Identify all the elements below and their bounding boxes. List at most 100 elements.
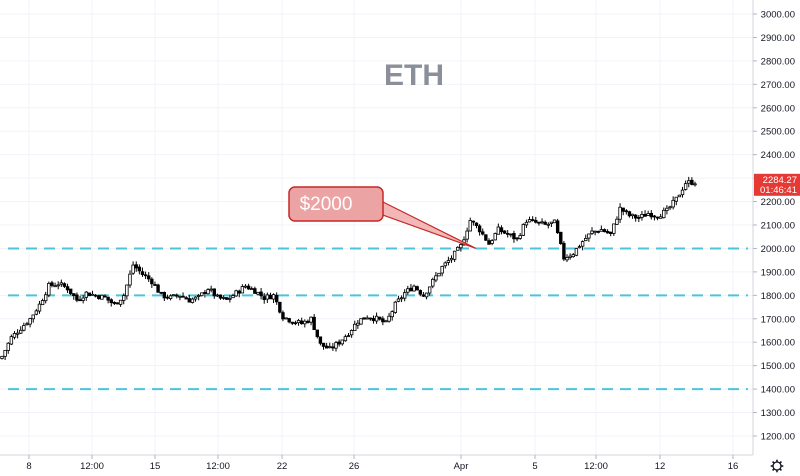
gear-icon-tooth: [779, 460, 783, 464]
candle-body: [281, 312, 285, 320]
candle-body: [221, 297, 226, 299]
candle-body: [203, 292, 207, 294]
candle-body: [47, 282, 51, 296]
candle-body: [437, 272, 441, 277]
candle-body: [37, 303, 42, 312]
candle-body: [565, 257, 569, 261]
candle-body: [387, 315, 391, 322]
candle-body: [487, 240, 491, 245]
candle-body: [178, 295, 182, 298]
candle-body: [381, 318, 385, 323]
candle-body: [484, 234, 488, 241]
candle-body: [384, 320, 388, 323]
candle-body: [349, 329, 354, 336]
price-axis-tick-label: 2600.00: [761, 103, 795, 114]
price-axis-tick-label: 1900.00: [761, 267, 795, 278]
candle-body: [62, 283, 67, 287]
candle-body: [87, 292, 92, 297]
candle-body: [131, 264, 135, 274]
candle-body: [346, 335, 351, 338]
candle-body: [353, 323, 357, 331]
candle-body: [171, 294, 176, 297]
candle-body: [562, 242, 566, 260]
candle-body: [150, 278, 154, 285]
candle-body: [3, 349, 7, 357]
candle-body: [65, 286, 70, 291]
candle-body: [359, 318, 363, 325]
candle-body: [140, 271, 145, 275]
candle-body: [649, 212, 653, 218]
candle-body: [31, 314, 35, 320]
candle-body: [318, 336, 323, 344]
candle-body: [646, 213, 650, 216]
candle-body: [618, 206, 622, 220]
candle-body: [630, 213, 635, 217]
candle-body: [78, 299, 82, 302]
candle-body: [112, 301, 117, 304]
candle-body: [378, 316, 382, 320]
candle-body: [287, 318, 291, 323]
callout-box[interactable]: [288, 186, 384, 222]
candle-body: [128, 273, 132, 286]
candle-body: [243, 285, 248, 288]
candle-body: [50, 282, 54, 286]
candle-body: [228, 297, 232, 300]
time-axis-tick-label: 12: [655, 461, 666, 472]
candle-body: [356, 322, 360, 326]
candle-body: [328, 346, 332, 349]
candle-body: [609, 231, 613, 234]
candle-body: [512, 233, 516, 240]
candle-body: [168, 295, 173, 299]
candle-body: [374, 315, 379, 322]
candle-body: [490, 240, 494, 244]
candle-body: [674, 196, 678, 202]
candle-body: [443, 262, 447, 267]
candle-body: [590, 230, 594, 234]
candle-body: [599, 229, 604, 232]
candle-body: [240, 286, 245, 294]
candle-body: [677, 194, 682, 198]
candle-body: [481, 231, 485, 235]
candle-body: [427, 286, 432, 294]
candle-body: [321, 342, 326, 347]
candle-body: [343, 336, 348, 342]
gear-icon-tooth: [771, 468, 775, 472]
candle-body: [658, 216, 663, 219]
candle-body: [40, 300, 45, 306]
candle-body: [690, 179, 694, 185]
candle-body: [109, 299, 113, 304]
candle-body: [402, 292, 407, 299]
candle-body: [605, 231, 610, 234]
candle-body: [615, 218, 619, 225]
candle-body: [540, 221, 544, 224]
candle-body: [15, 332, 20, 335]
candle-body: [225, 297, 229, 300]
candle-body: [640, 214, 644, 218]
price-axis-tick-label: 2500.00: [761, 127, 795, 138]
candle-body: [303, 320, 307, 325]
candle-body: [474, 222, 479, 227]
candle-body: [90, 293, 95, 296]
candle-body: [637, 217, 641, 219]
candle-body: [147, 275, 151, 280]
candle-body: [81, 297, 85, 301]
candle-body: [449, 258, 454, 261]
price-axis-tick-label: 2700.00: [761, 80, 795, 91]
candle-body: [471, 220, 476, 223]
candle-body: [368, 317, 373, 320]
candle-body: [546, 223, 550, 226]
candle-body: [593, 230, 597, 233]
candle-body: [193, 296, 198, 300]
gear-icon[interactable]: [770, 459, 784, 473]
candle-body: [103, 295, 107, 298]
candle-body: [181, 295, 185, 298]
candle-body: [568, 255, 572, 258]
candle-body: [549, 221, 554, 224]
candle-body: [250, 288, 254, 290]
candle-body: [265, 294, 270, 300]
candle-body: [218, 294, 223, 299]
candle-body: [621, 207, 625, 212]
candle-body: [284, 317, 288, 320]
